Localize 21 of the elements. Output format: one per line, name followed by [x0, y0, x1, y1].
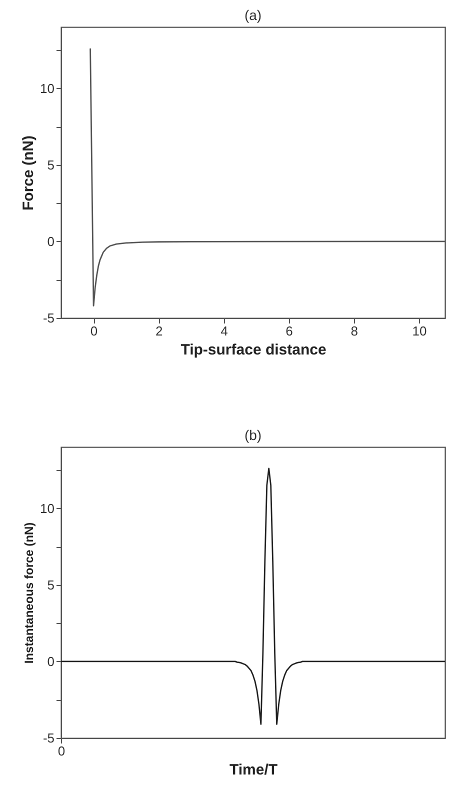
x-tick-label: 0 [90, 324, 98, 338]
y-tick-label: 10 [40, 80, 54, 96]
y-tick-label: 0 [47, 654, 54, 669]
y-tick-label: 0 [47, 234, 54, 249]
chart-title: (a) [244, 7, 262, 23]
y-tick-label: 5 [47, 157, 54, 172]
y-tick-label: -5 [42, 730, 54, 746]
chart-title: (b) [244, 427, 262, 443]
x-tick-label: 8 [350, 324, 358, 338]
y-axis-title: Instantaneous force (nN) [22, 522, 36, 664]
x-tick-label: 10 [412, 324, 427, 338]
x-tick-label: 4 [220, 324, 228, 338]
y-axis-title: Force (nN) [20, 135, 38, 210]
y-tick-label: 5 [47, 577, 54, 592]
x-axis-title: Time/T [229, 762, 278, 778]
x-tick-label: 6 [286, 324, 293, 338]
x-tick-label: 2 [156, 324, 163, 338]
x-axis-title: Tip-surface distance [180, 342, 326, 358]
y-tick-label: 10 [40, 500, 54, 516]
line-series [61, 468, 445, 725]
y-tick-label: -5 [42, 310, 54, 326]
